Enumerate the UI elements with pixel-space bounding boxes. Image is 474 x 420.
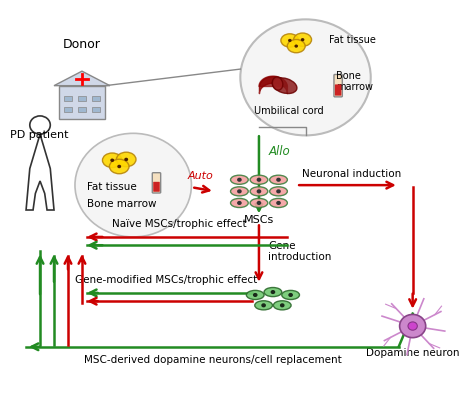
FancyBboxPatch shape (64, 97, 72, 101)
FancyBboxPatch shape (335, 84, 341, 96)
Ellipse shape (270, 187, 287, 196)
FancyBboxPatch shape (64, 107, 72, 112)
Ellipse shape (255, 301, 273, 310)
FancyBboxPatch shape (78, 107, 86, 112)
Ellipse shape (287, 39, 305, 53)
Text: Allo: Allo (268, 145, 290, 158)
Circle shape (237, 178, 242, 182)
Text: Auto: Auto (188, 171, 214, 181)
Ellipse shape (270, 198, 287, 207)
Ellipse shape (294, 33, 311, 46)
Text: Fat tissue: Fat tissue (87, 182, 137, 192)
Circle shape (256, 189, 261, 194)
Ellipse shape (273, 301, 291, 310)
Text: PD patient: PD patient (10, 130, 68, 140)
Ellipse shape (281, 34, 299, 47)
Circle shape (261, 303, 266, 307)
Circle shape (271, 290, 275, 294)
Circle shape (276, 178, 281, 182)
Text: Gene
introduction: Gene introduction (268, 241, 332, 262)
Circle shape (237, 201, 242, 205)
Text: Bone marrow: Bone marrow (87, 199, 156, 209)
Polygon shape (259, 76, 287, 87)
Circle shape (253, 293, 257, 297)
Circle shape (256, 178, 261, 182)
Circle shape (75, 133, 191, 237)
Circle shape (240, 19, 371, 135)
Circle shape (280, 303, 284, 307)
Circle shape (294, 45, 298, 48)
Circle shape (288, 293, 293, 297)
Ellipse shape (270, 175, 287, 184)
FancyBboxPatch shape (92, 107, 100, 112)
Circle shape (276, 189, 281, 194)
Text: Gene-modified MSCs/trophic effect: Gene-modified MSCs/trophic effect (75, 275, 257, 285)
FancyBboxPatch shape (152, 173, 161, 193)
Polygon shape (54, 71, 110, 86)
Text: MSCs: MSCs (244, 215, 274, 226)
FancyBboxPatch shape (153, 182, 160, 192)
Ellipse shape (273, 77, 283, 90)
Ellipse shape (102, 153, 122, 168)
FancyBboxPatch shape (78, 97, 86, 101)
Ellipse shape (109, 159, 129, 174)
Ellipse shape (230, 198, 248, 207)
Text: MSC-derived dopamine neurons/cell replacement: MSC-derived dopamine neurons/cell replac… (83, 355, 341, 365)
Text: Dopamine neuron: Dopamine neuron (366, 348, 459, 358)
Text: Fat tissue: Fat tissue (329, 35, 376, 45)
Circle shape (400, 315, 426, 338)
Text: Neuronal induction: Neuronal induction (302, 169, 401, 179)
Circle shape (301, 38, 304, 41)
Text: Umbilical cord: Umbilical cord (254, 105, 324, 116)
FancyBboxPatch shape (92, 97, 100, 101)
Circle shape (110, 158, 114, 162)
Circle shape (117, 165, 121, 168)
FancyBboxPatch shape (334, 74, 342, 97)
Circle shape (288, 39, 292, 42)
Ellipse shape (117, 152, 136, 167)
Ellipse shape (230, 187, 248, 196)
Ellipse shape (272, 78, 297, 94)
Circle shape (256, 201, 261, 205)
Circle shape (408, 322, 417, 330)
Ellipse shape (250, 175, 268, 184)
Circle shape (276, 201, 281, 205)
Ellipse shape (246, 290, 264, 299)
Ellipse shape (250, 187, 268, 196)
Text: Bone
marrow: Bone marrow (336, 71, 373, 92)
Text: Donor: Donor (63, 38, 101, 51)
Ellipse shape (230, 175, 248, 184)
Ellipse shape (264, 288, 282, 297)
Ellipse shape (282, 290, 300, 299)
Circle shape (237, 189, 242, 194)
Circle shape (124, 158, 128, 161)
Text: Naïve MSCs/trophic effect: Naïve MSCs/trophic effect (112, 219, 247, 228)
FancyBboxPatch shape (59, 86, 105, 119)
Ellipse shape (250, 198, 268, 207)
